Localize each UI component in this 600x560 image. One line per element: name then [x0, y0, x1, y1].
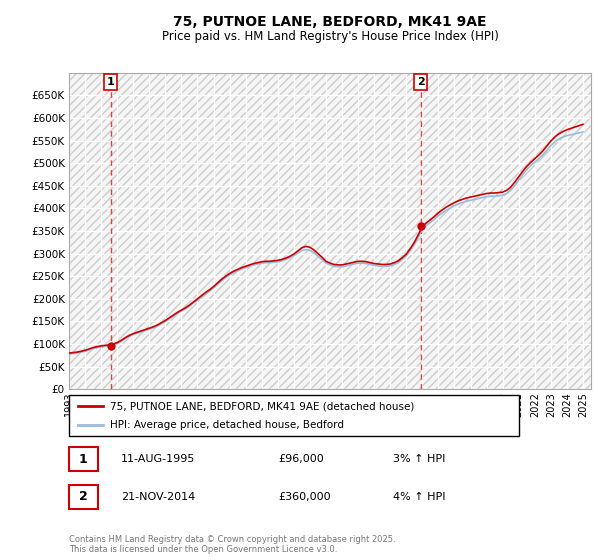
Text: 11-AUG-1995: 11-AUG-1995: [121, 454, 196, 464]
Bar: [69, 447, 98, 472]
Text: 1: 1: [79, 452, 88, 465]
Text: HPI: Average price, detached house, Bedford: HPI: Average price, detached house, Bedf…: [110, 420, 343, 430]
Text: 2: 2: [79, 491, 88, 503]
Text: £96,000: £96,000: [278, 454, 323, 464]
Text: 75, PUTNOE LANE, BEDFORD, MK41 9AE (detached house): 75, PUTNOE LANE, BEDFORD, MK41 9AE (deta…: [110, 402, 414, 411]
Text: Contains HM Land Registry data © Crown copyright and database right 2025.
This d: Contains HM Land Registry data © Crown c…: [69, 535, 395, 554]
Text: £360,000: £360,000: [278, 492, 331, 502]
Text: 21-NOV-2014: 21-NOV-2014: [121, 492, 196, 502]
Text: 4% ↑ HPI: 4% ↑ HPI: [392, 492, 445, 502]
Text: 3% ↑ HPI: 3% ↑ HPI: [392, 454, 445, 464]
Text: 1: 1: [107, 77, 115, 87]
Text: 2: 2: [417, 77, 425, 87]
Text: Price paid vs. HM Land Registry's House Price Index (HPI): Price paid vs. HM Land Registry's House …: [161, 30, 499, 43]
Bar: [69, 484, 98, 509]
Text: 75, PUTNOE LANE, BEDFORD, MK41 9AE: 75, PUTNOE LANE, BEDFORD, MK41 9AE: [173, 15, 487, 29]
